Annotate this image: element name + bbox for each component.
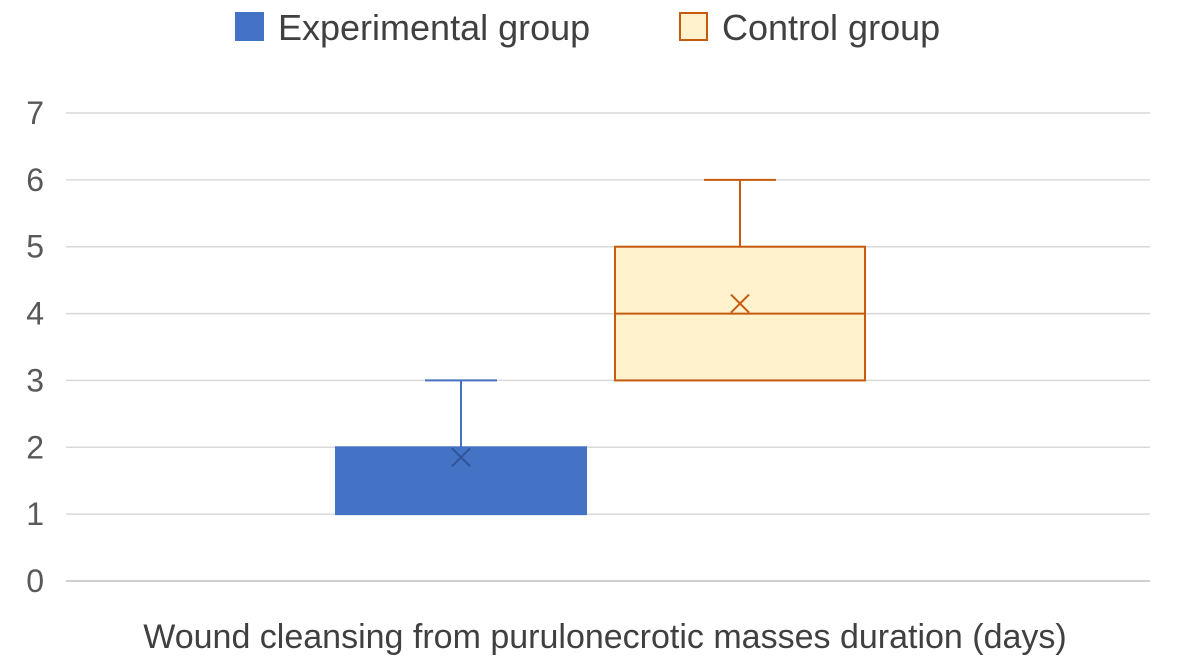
y-axis-ticks: 0 1 2 3 4 5 6 7 xyxy=(26,95,44,599)
y-tick-label: 4 xyxy=(26,296,44,332)
legend-swatch xyxy=(235,12,264,41)
legend: Experimental group Control group xyxy=(235,7,940,48)
box-series xyxy=(335,178,866,516)
mean-marker xyxy=(730,293,750,314)
mean-marker xyxy=(451,447,471,468)
y-tick-label: 2 xyxy=(26,429,44,465)
legend-swatch xyxy=(679,12,708,41)
box-0 xyxy=(335,379,587,516)
y-tick-label: 7 xyxy=(26,95,44,131)
x-axis-title: Wound cleansing from purulonecrotic mass… xyxy=(143,618,1066,656)
y-tick-label: 6 xyxy=(26,162,44,198)
y-tick-label: 0 xyxy=(26,563,44,599)
legend-label: Control group xyxy=(722,7,940,48)
y-tick-label: 3 xyxy=(26,362,44,398)
y-tick-label: 1 xyxy=(26,496,44,532)
box-1 xyxy=(614,178,866,382)
legend-label: Experimental group xyxy=(278,7,590,48)
gridlines xyxy=(66,112,1150,582)
y-tick-label: 5 xyxy=(26,229,44,265)
